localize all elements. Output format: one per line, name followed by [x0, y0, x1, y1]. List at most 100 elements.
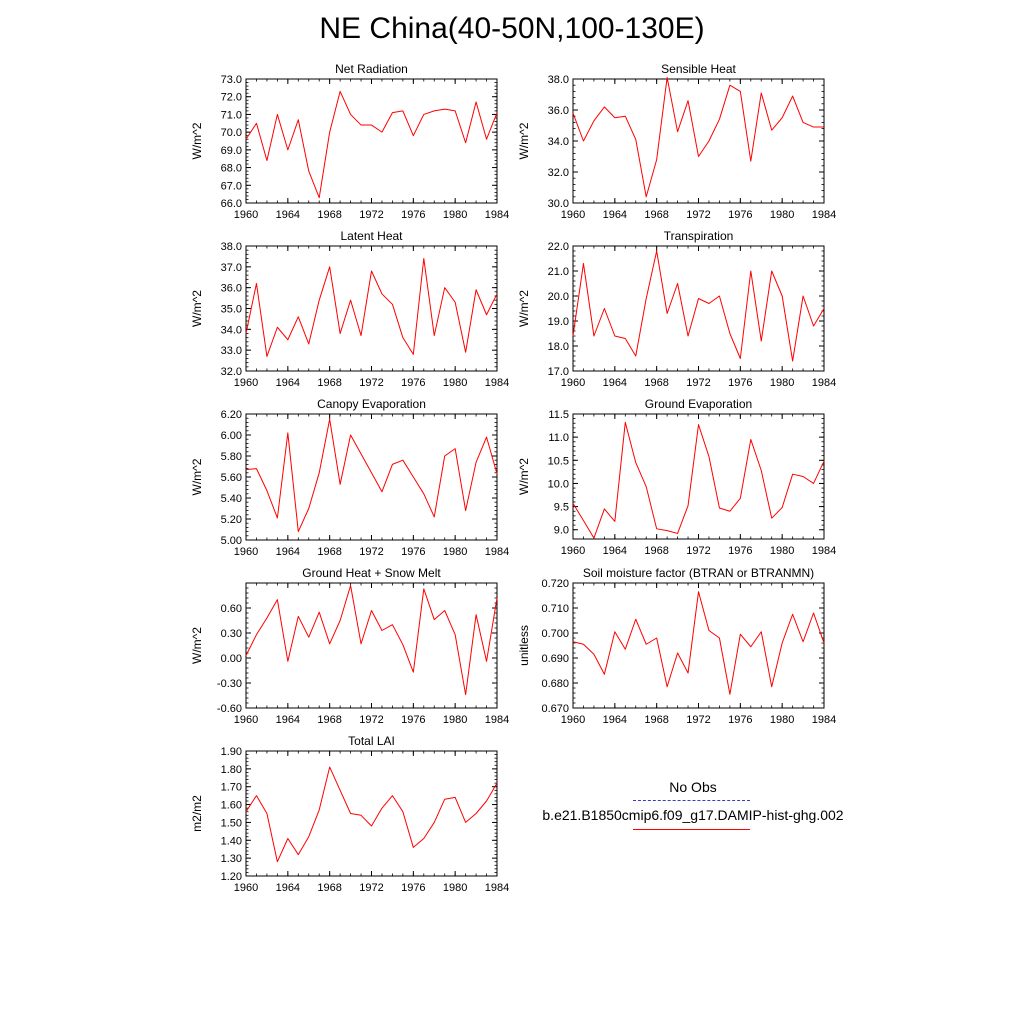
- panel-7-xtick-label: 1960: [234, 714, 258, 726]
- panel-4-ytick-label: 20.0: [548, 291, 569, 303]
- panel-6-ytick-label: 9.0: [554, 525, 569, 537]
- panel-4-ytick-label: 17.0: [548, 366, 569, 378]
- panel-5-ylabel: W/m^2: [190, 458, 204, 495]
- panel-7-xtick-label: 1984: [485, 714, 509, 726]
- panel-1-ytick-label: 73.0: [221, 74, 242, 86]
- panel-6-frame: [572, 413, 825, 540]
- panel-6-series-line: [572, 421, 825, 539]
- panel-7-xtick-label: 1976: [401, 714, 425, 726]
- panel-6-ytick-label: 10.5: [548, 455, 569, 467]
- panel-8-ytick-label: 0.680: [541, 678, 569, 690]
- panel-3-ytick-label: 33.0: [221, 345, 242, 357]
- panel-4-ytick-label: 18.0: [548, 341, 569, 353]
- panel-3-ytick-label: 38.0: [221, 241, 242, 253]
- panel-6-ytick-label: 11.0: [548, 432, 569, 444]
- panel-8-xtick-label: 1960: [561, 714, 585, 726]
- panel-7-ytick-label: -0.30: [217, 678, 242, 690]
- panel-2-ytick-label: 32.0: [548, 167, 569, 179]
- panel-4-ylabel: W/m^2: [517, 290, 531, 327]
- panel-1-xtick-label: 1984: [485, 209, 509, 221]
- panel-2-xtick-label: 1968: [644, 209, 668, 221]
- panel-8-ytick-label: 0.700: [541, 628, 569, 640]
- panel-3-ytick-label: 35.0: [221, 304, 242, 316]
- panel-1-ytick-label: 69.0: [221, 145, 242, 157]
- panel-5-frame: [245, 413, 498, 541]
- panel-8-xtick-label: 1964: [603, 714, 627, 726]
- panel-8-ylabel: unitless: [517, 625, 531, 666]
- panel-1-title: Net Radiation: [335, 62, 408, 76]
- panel-6-xtick-label: 1972: [686, 545, 710, 557]
- panel-8-xtick-label: 1976: [728, 714, 752, 726]
- panel-2-ytick-label: 38.0: [548, 74, 569, 86]
- panel-4-xtick-label: 1968: [644, 377, 668, 389]
- panel-7-frame: [245, 582, 498, 709]
- panel-9-xtick-label: 1980: [443, 882, 467, 894]
- panel-9-ytick-label: 1.90: [221, 746, 242, 758]
- panel-4-xtick-label: 1984: [812, 377, 836, 389]
- panel-1-xtick-label: 1980: [443, 209, 467, 221]
- panel-9-xtick-label: 1964: [276, 882, 300, 894]
- panel-1-ytick-label: 67.0: [221, 180, 242, 192]
- panel-5-ytick-label: 6.20: [221, 409, 242, 421]
- panel-7-ytick-label: 0.00: [221, 653, 242, 665]
- panel-5-ytick-label: 5.40: [221, 493, 242, 505]
- panel-6-xtick-label: 1984: [812, 545, 836, 557]
- panel-7-ylabel: W/m^2: [190, 627, 204, 664]
- panel-3-title: Latent Heat: [340, 229, 403, 243]
- panel-2-ytick-label: 34.0: [548, 136, 569, 148]
- panel-6-title: Ground Evaporation: [645, 397, 752, 411]
- panel-1-ytick-label: 72.0: [221, 92, 242, 104]
- panel-5-ytick-label: 5.00: [221, 535, 242, 547]
- panel-3-frame: [245, 245, 498, 372]
- panel-8-ytick-label: 0.690: [541, 653, 569, 665]
- panel-1-xtick-label: 1976: [401, 209, 425, 221]
- panel-7-xtick-label: 1972: [359, 714, 383, 726]
- panel-5-ytick-label: 5.60: [221, 472, 242, 484]
- panel-3-xtick-label: 1980: [443, 377, 467, 389]
- panel-6-xtick-label: 1964: [603, 545, 627, 557]
- panel-1-ytick-label: 71.0: [221, 109, 242, 121]
- panel-9-ytick-label: 1.50: [221, 817, 242, 829]
- panel-9-xtick-label: 1972: [359, 882, 383, 894]
- panel-2-xtick-label: 1980: [770, 209, 794, 221]
- panel-7-xtick-label: 1968: [317, 714, 341, 726]
- panel-4-xtick-label: 1960: [561, 377, 585, 389]
- panel-8-title: Soil moisture factor (BTRAN or BTRANMN): [583, 566, 814, 580]
- panel-4-title: Transpiration: [664, 229, 734, 243]
- panel-5-xtick-label: 1968: [317, 546, 341, 558]
- panel-9-ytick-label: 1.30: [221, 853, 242, 865]
- panel-2-title: Sensible Heat: [661, 62, 736, 76]
- panel-2-ytick-label: 30.0: [548, 198, 569, 210]
- panel-8-series-line: [572, 591, 825, 695]
- panel-8-frame: [572, 582, 825, 709]
- panel-3-xtick-label: 1968: [317, 377, 341, 389]
- panel-9-xtick-label: 1960: [234, 882, 258, 894]
- panel-8-xtick-label: 1984: [812, 714, 836, 726]
- panel-3-xtick-label: 1964: [276, 377, 300, 389]
- panel-9-ylabel: m2/m2: [190, 795, 204, 832]
- panel-2-xtick-label: 1984: [812, 209, 836, 221]
- panel-3-ytick-label: 36.0: [221, 283, 242, 295]
- panel-5-ytick-label: 5.80: [221, 451, 242, 463]
- panel-4-xtick-label: 1980: [770, 377, 794, 389]
- panel-9-ytick-label: 1.60: [221, 800, 242, 812]
- panel-6-xtick-label: 1960: [561, 545, 585, 557]
- panel-5-title: Canopy Evaporation: [317, 397, 426, 411]
- panel-7-ytick-label: 0.30: [221, 628, 242, 640]
- panel-7-title: Ground Heat + Snow Melt: [302, 566, 441, 580]
- panel-3-xtick-label: 1972: [359, 377, 383, 389]
- panel-9-ytick-label: 1.40: [221, 835, 242, 847]
- panel-2-ylabel: W/m^2: [517, 122, 531, 159]
- panel-7-xtick-label: 1964: [276, 714, 300, 726]
- panel-1-xtick-label: 1960: [234, 209, 258, 221]
- panel-6-ytick-label: 10.0: [548, 478, 569, 490]
- panel-8-xtick-label: 1980: [770, 714, 794, 726]
- panel-3-xtick-label: 1960: [234, 377, 258, 389]
- panel-8-ytick-label: 0.670: [541, 703, 569, 715]
- panel-6-ytick-label: 11.5: [548, 409, 569, 421]
- panel-4-ytick-label: 19.0: [548, 316, 569, 328]
- panel-2-series-line: [572, 76, 824, 198]
- panel-5-xtick-label: 1960: [234, 546, 258, 558]
- panel-1-ytick-label: 66.0: [221, 198, 242, 210]
